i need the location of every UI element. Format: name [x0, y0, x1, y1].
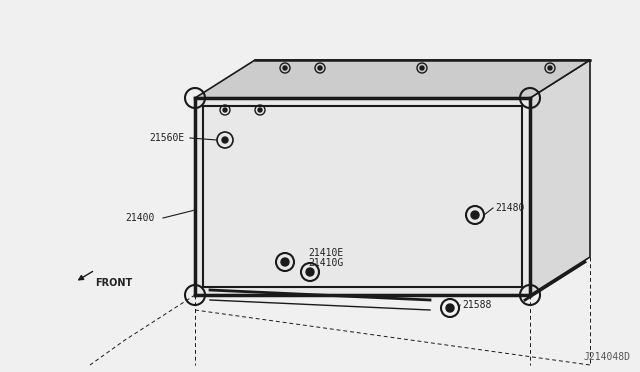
Circle shape — [446, 304, 454, 312]
Circle shape — [306, 268, 314, 276]
Circle shape — [258, 108, 262, 112]
Polygon shape — [195, 98, 530, 295]
Text: FRONT: FRONT — [95, 278, 132, 288]
Text: 21410G: 21410G — [308, 258, 343, 268]
Circle shape — [281, 258, 289, 266]
Text: 21480: 21480 — [495, 203, 524, 213]
Text: J214048D: J214048D — [583, 352, 630, 362]
Polygon shape — [530, 60, 590, 295]
Text: 21400: 21400 — [125, 213, 155, 223]
Circle shape — [471, 211, 479, 219]
Circle shape — [318, 66, 322, 70]
Polygon shape — [195, 60, 590, 98]
Circle shape — [223, 108, 227, 112]
Circle shape — [420, 66, 424, 70]
Circle shape — [283, 66, 287, 70]
Text: 21410E: 21410E — [308, 248, 343, 258]
Circle shape — [222, 137, 228, 143]
Circle shape — [548, 66, 552, 70]
Text: 21560E: 21560E — [150, 133, 185, 143]
Text: 21588: 21588 — [462, 300, 492, 310]
